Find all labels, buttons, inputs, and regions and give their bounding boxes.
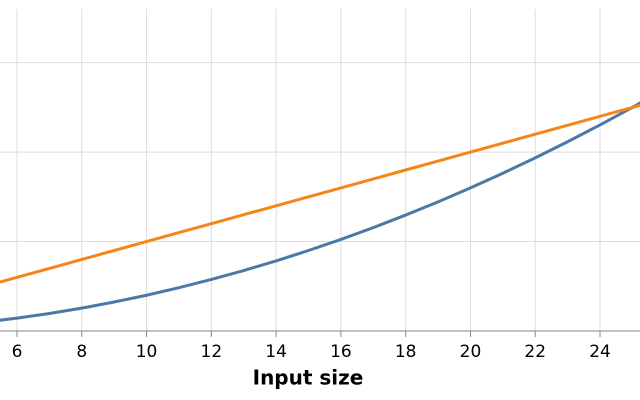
series-line (0, 101, 640, 322)
x-tick-label: 18 (395, 342, 417, 362)
series-line (0, 103, 640, 284)
x-tick-label: 14 (265, 342, 287, 362)
x-tick-label: 22 (524, 342, 546, 362)
x-axis-title: Input size (253, 366, 364, 390)
x-tick-label: 24 (589, 342, 611, 362)
x-tick-label: 6 (12, 342, 23, 362)
x-tick-label: 8 (76, 342, 87, 362)
x-tick-label: 16 (330, 342, 352, 362)
x-tick-label: 12 (201, 342, 223, 362)
x-tick-label: 10 (136, 342, 158, 362)
x-tick-label: 20 (460, 342, 482, 362)
